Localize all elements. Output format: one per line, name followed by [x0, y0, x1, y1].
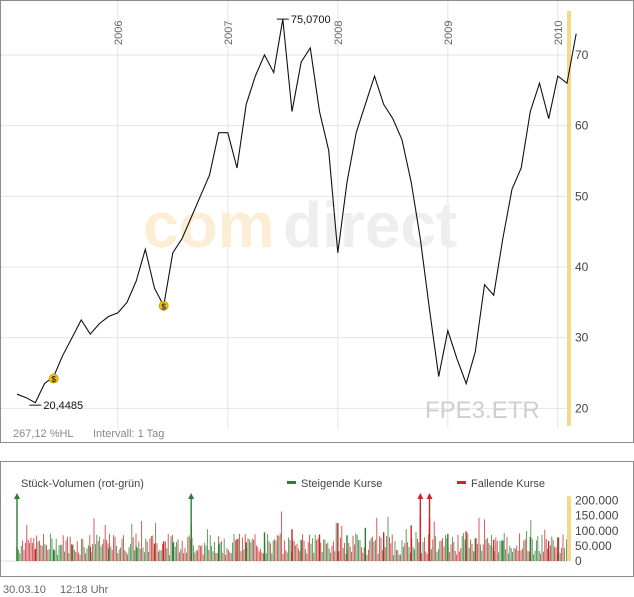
- x-tick-label: 2009: [443, 21, 455, 45]
- volume-tick-label: 200.000: [575, 494, 619, 508]
- volume-tick-label: 150.000: [575, 509, 619, 523]
- price-chart: 20 30 40 50 60 70 2006 2007 2008 2009 2010 com direc…: [1, 1, 589, 440]
- low-label: 20,4485: [43, 400, 83, 412]
- current-period-bar: [567, 11, 571, 426]
- y-tick-label: 70: [575, 48, 589, 62]
- interval-label: Intervall: 1 Tag: [93, 428, 164, 440]
- y-tick-label: 50: [575, 189, 589, 203]
- volume-spike-arrow: [417, 493, 424, 499]
- legend-label: Steigende Kurse: [301, 478, 382, 490]
- legend-label: Fallende Kurse: [471, 478, 545, 490]
- x-tick-label: 2008: [333, 21, 345, 45]
- volume-bars-texture: [16, 511, 565, 561]
- x-tick-label: 2007: [223, 21, 235, 45]
- legend-swatch: [457, 481, 466, 484]
- volume-spike-arrow: [426, 493, 433, 499]
- watermark-direct: direct: [283, 189, 457, 261]
- volume-tick-label: 50.000: [575, 539, 612, 553]
- dividend-marker: [48, 373, 59, 384]
- x-tick-label: 2010: [553, 21, 565, 45]
- footer-time: 12:18 Uhr: [60, 584, 109, 596]
- dividend-marker-label: $: [161, 302, 166, 311]
- volume-chart: Stück-Volumen (rot-grün) Steigende Kurse F…: [1, 478, 619, 568]
- y-tick-label: 20: [575, 401, 589, 415]
- volume-chart-panel: Stück-Volumen (rot-grün) Steigende Kurse F…: [0, 461, 634, 577]
- high-label: 75,0700: [291, 14, 331, 26]
- footer-date: 30.03.10: [3, 584, 46, 596]
- y-tick-label: 30: [575, 331, 589, 345]
- performance-label: 267,12 %HL: [13, 428, 74, 440]
- x-tick-label: 2006: [113, 21, 125, 45]
- volume-spike-arrow: [188, 493, 195, 499]
- price-line: [16, 19, 577, 404]
- symbol-label: FPE3.ETR: [425, 397, 540, 424]
- dividend-marker-label: $: [51, 375, 56, 384]
- volume-tick-label: 0: [575, 554, 582, 568]
- volume-tick-label: 100.000: [575, 524, 619, 538]
- volume-title: Stück-Volumen (rot-grün): [21, 478, 144, 490]
- volume-spike-arrow: [14, 493, 20, 499]
- y-tick-label: 40: [575, 260, 589, 274]
- legend-swatch: [287, 481, 296, 484]
- dividend-marker: [158, 300, 169, 311]
- volume-current-period-bar: [567, 496, 571, 561]
- y-tick-label: 60: [575, 119, 589, 133]
- price-chart-panel: 20 30 40 50 60 70 2006 2007 2008 2009 2010 com direc…: [0, 0, 634, 443]
- watermark-com: com: [143, 189, 275, 261]
